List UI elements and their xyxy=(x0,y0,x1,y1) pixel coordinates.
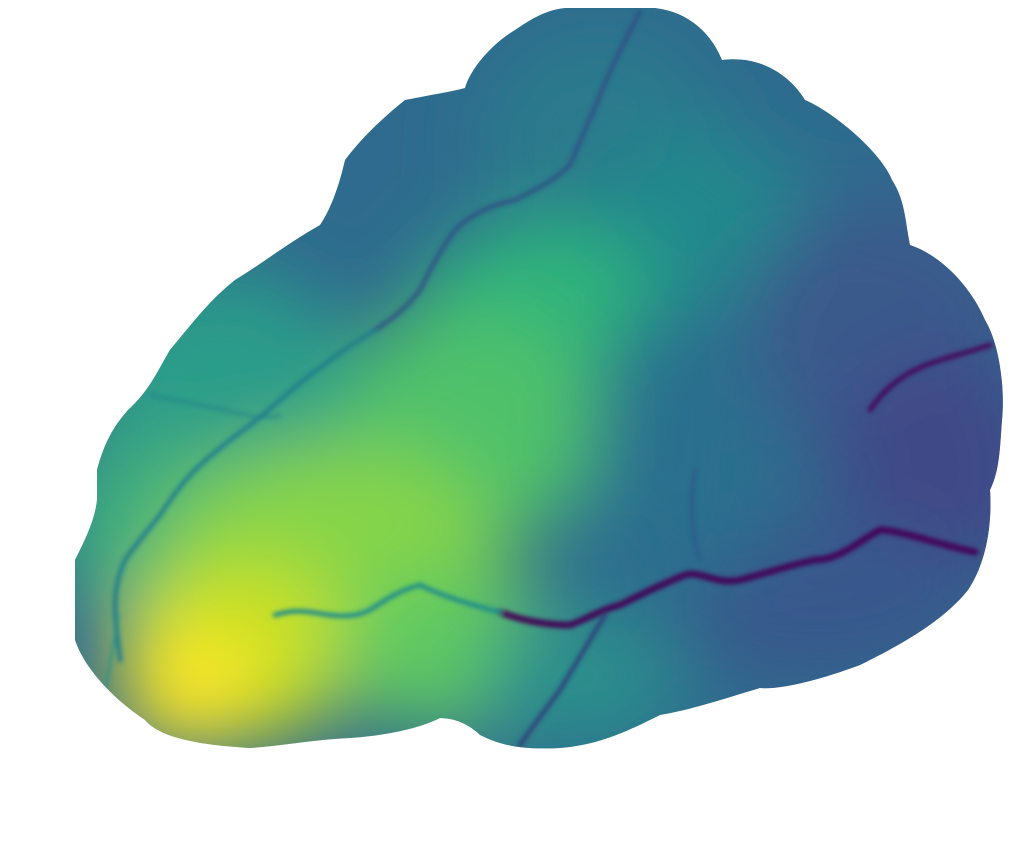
tributary-mideast xyxy=(690,468,702,562)
tributary-east xyxy=(867,342,993,413)
tributary-central xyxy=(272,582,503,619)
main-river xyxy=(496,526,979,629)
tributary-west xyxy=(112,327,378,663)
tributary-southwest-feeder xyxy=(103,613,120,692)
tributary-north xyxy=(372,9,643,333)
tributary-west-feeder xyxy=(148,393,282,419)
tributary-south xyxy=(517,612,608,748)
